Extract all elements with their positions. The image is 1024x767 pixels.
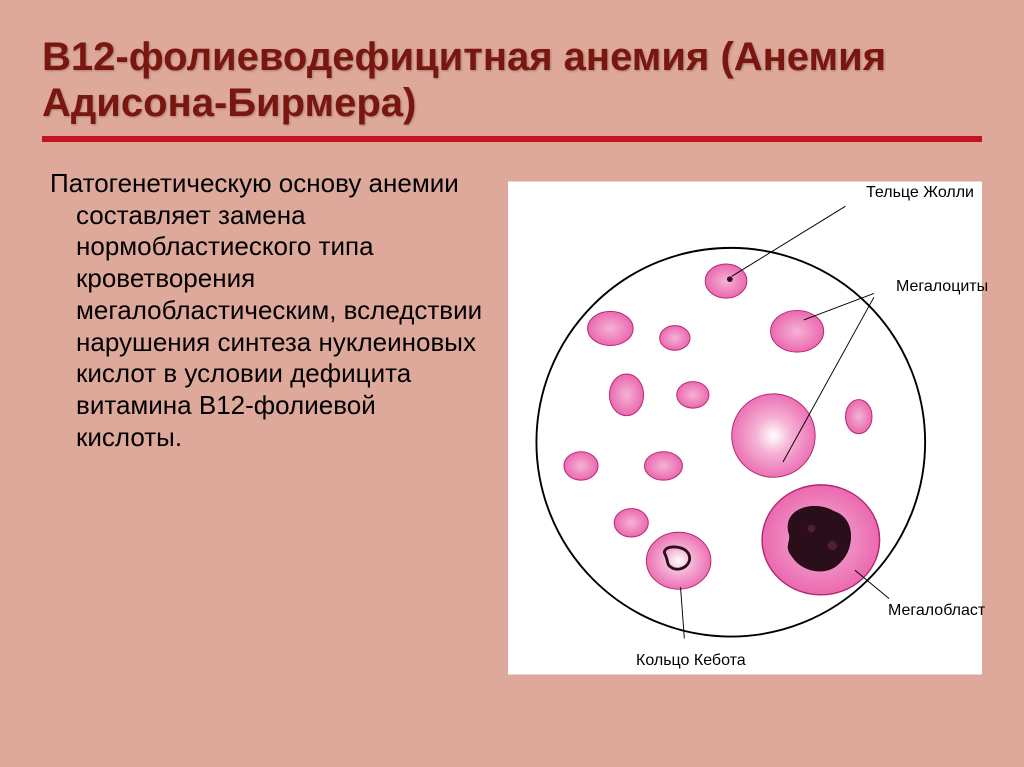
body-text: Патогенетическую основу анемии составляе… <box>68 168 488 688</box>
label-cabot-ring: Кольцо Кебота <box>636 652 746 670</box>
label-megaloblast: Мегалобласт <box>888 602 985 620</box>
slide: В12-фолиеводефицитная анемия (Анемия Ади… <box>0 0 1024 767</box>
label-megalocytes: Мегалоциты <box>896 278 988 296</box>
slide-title: В12-фолиеводефицитная анемия (Анемия Ади… <box>42 34 982 126</box>
content-row: Патогенетическую основу анемии составляе… <box>42 168 982 688</box>
title-underline <box>42 136 982 142</box>
label-jolly-body: Тельце Жолли <box>866 184 974 202</box>
blood-smear-diagram: Тельце Жолли Мегалоциты Мегалобласт Коль… <box>508 168 982 688</box>
